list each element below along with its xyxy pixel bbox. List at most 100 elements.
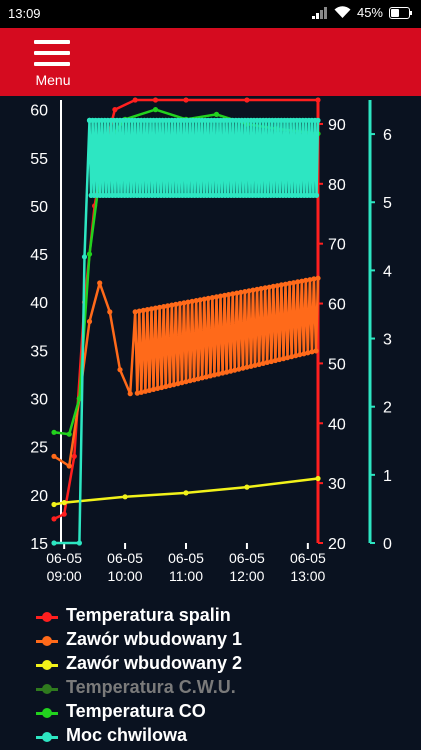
- series-point-zaw-r-wbudowany-1: [97, 280, 103, 286]
- left-tick-label: 40: [30, 295, 48, 312]
- series-point-temperatura-co: [66, 431, 72, 437]
- series-point-temperatura-spalin: [61, 511, 67, 517]
- legend-dot: [42, 636, 52, 646]
- left-tick-label: 50: [30, 199, 48, 216]
- legend-label: Moc chwilowa: [66, 725, 188, 745]
- right-axis-primary: 20 30 40 50 60 70 80 90: [316, 100, 346, 553]
- series-point-zaw-r-wbudowany-1: [293, 353, 299, 359]
- series-point-temperatura-spalin: [183, 97, 189, 103]
- series-point-zaw-r-wbudowany-1: [195, 376, 201, 382]
- series-point-zaw-r-wbudowany-1: [284, 355, 291, 361]
- series-point-zaw-r-wbudowany-1: [228, 368, 234, 374]
- series-point-zaw-r-wbudowany-1: [242, 289, 248, 295]
- left-axis: 15 20 25 30 35 40 45 50 55 60: [30, 100, 62, 553]
- series-point-zaw-r-wbudowany-1: [313, 348, 319, 354]
- series-point-zaw-r-wbudowany-1: [266, 284, 272, 290]
- left-tick-label: 20: [30, 488, 48, 505]
- series-point-zaw-r-wbudowany-1: [173, 301, 179, 307]
- x-tick-time: 13:00: [290, 568, 325, 584]
- x-tick-time: 09:00: [47, 568, 82, 584]
- series-point-zaw-r-wbudowany-1: [315, 275, 321, 281]
- left-tick-label: 45: [30, 247, 48, 264]
- series-point-zaw-r-wbudowany-1: [311, 276, 317, 282]
- legend-dot: [42, 732, 52, 742]
- series-point-zaw-r-wbudowany-1: [213, 294, 220, 300]
- series-point-zaw-r-wbudowany-1: [203, 374, 209, 380]
- series-point-zaw-r-wbudowany-1: [165, 303, 171, 309]
- series-point-zaw-r-wbudowany-2: [183, 490, 189, 496]
- series-point-zaw-r-wbudowany-1: [132, 309, 138, 315]
- x-tick-date: 06-05: [290, 550, 326, 566]
- right-axis-primary-label: 40: [328, 416, 346, 433]
- chart-series: [51, 97, 321, 546]
- series-point-zaw-r-wbudowany-1: [142, 388, 148, 394]
- series-point-zaw-r-wbudowany-1: [175, 381, 181, 387]
- series-point-temperatura-spalin: [315, 97, 321, 103]
- series-point-zaw-r-wbudowany-1: [144, 307, 150, 313]
- series-point-temperatura-spalin: [152, 97, 159, 103]
- series-point-zaw-r-wbudowany-1: [270, 283, 276, 289]
- series-point-zaw-r-wbudowany-1: [161, 304, 167, 310]
- series-point-temperatura-spalin: [112, 107, 118, 113]
- series-point-zaw-r-wbudowany-1: [254, 286, 260, 292]
- left-tick-label: 35: [30, 343, 48, 360]
- series-point-moc-chwilowa: [51, 540, 57, 546]
- series-point-zaw-r-wbudowany-1: [301, 351, 307, 357]
- legend-label: Temperatura C.W.U.: [66, 677, 236, 697]
- series-point-zaw-r-wbudowany-1: [244, 364, 250, 370]
- series-point-temperatura-spalin: [244, 97, 250, 103]
- series-point-zaw-r-wbudowany-1: [240, 365, 246, 371]
- series-point-zaw-r-wbudowany-2: [51, 501, 57, 508]
- series-point-zaw-r-wbudowany-1: [252, 362, 258, 368]
- series-point-zaw-r-wbudowany-2: [315, 475, 321, 482]
- series-point-zaw-r-wbudowany-1: [289, 354, 295, 360]
- right-axis-secondary: 0 1 2 3 4 5 6: [368, 100, 392, 553]
- series-point-zaw-r-wbudowany-1: [222, 292, 228, 298]
- series-point-zaw-r-wbudowany-1: [276, 356, 282, 363]
- right-axis-primary-label: 70: [328, 237, 346, 254]
- series-point-zaw-r-wbudowany-1: [207, 373, 213, 379]
- series-point-zaw-r-wbudowany-1: [278, 282, 284, 288]
- series-point-zaw-r-wbudowany-1: [280, 356, 287, 362]
- series-point-zaw-r-wbudowany-1: [250, 287, 256, 293]
- series-point-temperatura-co: [213, 111, 220, 117]
- series-point-zaw-r-wbudowany-1: [230, 291, 236, 297]
- series-point-zaw-r-wbudowany-1: [183, 379, 189, 385]
- series-point-zaw-r-wbudowany-1: [215, 371, 222, 377]
- series-point-zaw-r-wbudowany-1: [205, 295, 211, 301]
- series-point-zaw-r-wbudowany-1: [256, 361, 262, 367]
- series-point-zaw-r-wbudowany-1: [220, 370, 226, 376]
- series-point-zaw-r-wbudowany-2: [122, 494, 128, 500]
- series-point-zaw-r-wbudowany-1: [191, 377, 197, 383]
- series-point-zaw-r-wbudowany-2: [61, 500, 67, 506]
- right-axis-secondary-label: 1: [383, 468, 392, 485]
- left-tick-label: 30: [30, 392, 48, 409]
- series-point-zaw-r-wbudowany-1: [224, 369, 230, 375]
- series-point-zaw-r-wbudowany-1: [171, 382, 177, 388]
- series-point-temperatura-co: [152, 107, 159, 113]
- series-point-zaw-r-wbudowany-1: [159, 384, 165, 391]
- series-point-temperatura-co: [51, 429, 57, 435]
- series-point-zaw-r-wbudowany-1: [51, 453, 57, 459]
- menu-label: Menu: [35, 72, 71, 88]
- menu-button[interactable]: Menu: [24, 36, 82, 92]
- legend-label: Temperatura CO: [66, 701, 206, 721]
- right-axis-secondary-label: 2: [383, 400, 392, 417]
- legend-dot: [42, 660, 52, 670]
- legend-dot: [42, 684, 52, 694]
- right-axis-secondary-label: 4: [383, 263, 392, 280]
- series-point-zaw-r-wbudowany-1: [217, 293, 224, 299]
- wifi-icon: [334, 6, 351, 18]
- app-bar: Menu: [0, 28, 421, 96]
- series-point-temperatura-co: [76, 395, 82, 402]
- series-point-zaw-r-wbudowany-1: [177, 301, 183, 307]
- series-point-zaw-r-wbudowany-1: [272, 357, 278, 364]
- series-point-moc-chwilowa: [315, 117, 321, 123]
- series-line-moc-chwilowa: [54, 119, 320, 545]
- right-axis-primary-label: 30: [328, 476, 346, 493]
- series-point-zaw-r-wbudowany-1: [155, 385, 161, 391]
- series-point-zaw-r-wbudowany-1: [211, 372, 217, 378]
- series-point-zaw-r-wbudowany-1: [268, 358, 274, 365]
- x-tick-date: 06-05: [46, 550, 82, 566]
